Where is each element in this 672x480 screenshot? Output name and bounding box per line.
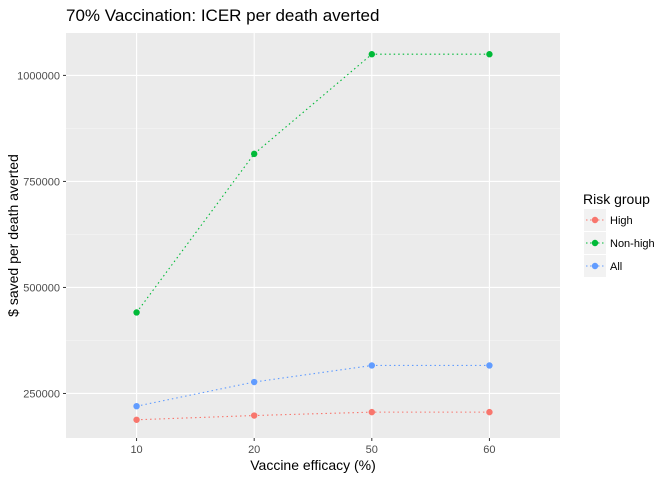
legend-key-point (591, 239, 599, 247)
plot-panel (66, 33, 560, 438)
legend-title: Risk group (583, 191, 650, 207)
series-high (133, 408, 493, 423)
data-point-high (368, 408, 376, 416)
y-axis-title: $ saved per death averted (5, 154, 21, 317)
series-line-all (136, 364, 490, 407)
minor-gridlines (66, 128, 560, 341)
data-point-high (250, 412, 258, 419)
data-point-non-high (250, 150, 258, 158)
y-tick-label: 500000 (23, 282, 60, 294)
series-line-high (136, 411, 490, 421)
legend-label-non-high: Non-high (610, 238, 655, 250)
legend-key-point (591, 216, 599, 224)
data-point-all (368, 362, 376, 369)
series-all (133, 362, 493, 410)
legend: Risk group High Non-high All (583, 191, 655, 277)
y-tick-label: 1000000 (17, 70, 60, 82)
x-tick-label: 20 (248, 444, 260, 456)
legend-key-point (591, 262, 599, 270)
data-point-non-high (368, 51, 376, 58)
x-axis-title: Vaccine efficacy (%) (250, 457, 376, 473)
data-point-high (133, 416, 140, 423)
legend-label-all: All (610, 261, 622, 273)
data-point-all (486, 362, 493, 369)
data-point-all (133, 402, 140, 410)
major-gridlines (66, 33, 560, 438)
series-layer (133, 51, 493, 423)
x-tick-label: 10 (130, 444, 142, 456)
chart-title: 70% Vaccination: ICER per death averted (66, 6, 379, 25)
x-tick-label: 60 (483, 444, 495, 456)
data-point-non-high (486, 51, 493, 58)
data-point-all (250, 378, 258, 386)
data-point-non-high (133, 309, 140, 316)
x-tick-label: 50 (366, 444, 378, 456)
series-non-high (133, 51, 493, 316)
legend-item-all: All (584, 255, 622, 277)
y-tick-label: 750000 (23, 176, 60, 188)
series-line-non-high (136, 53, 490, 313)
legend-item-non-high: Non-high (584, 232, 655, 254)
legend-label-high: High (610, 215, 633, 227)
y-tick-label: 250000 (23, 388, 60, 400)
legend-item-high: High (584, 209, 633, 231)
axes: 250000 500000 750000 1000000 10 20 50 60 (17, 70, 495, 456)
data-point-high (486, 408, 493, 416)
